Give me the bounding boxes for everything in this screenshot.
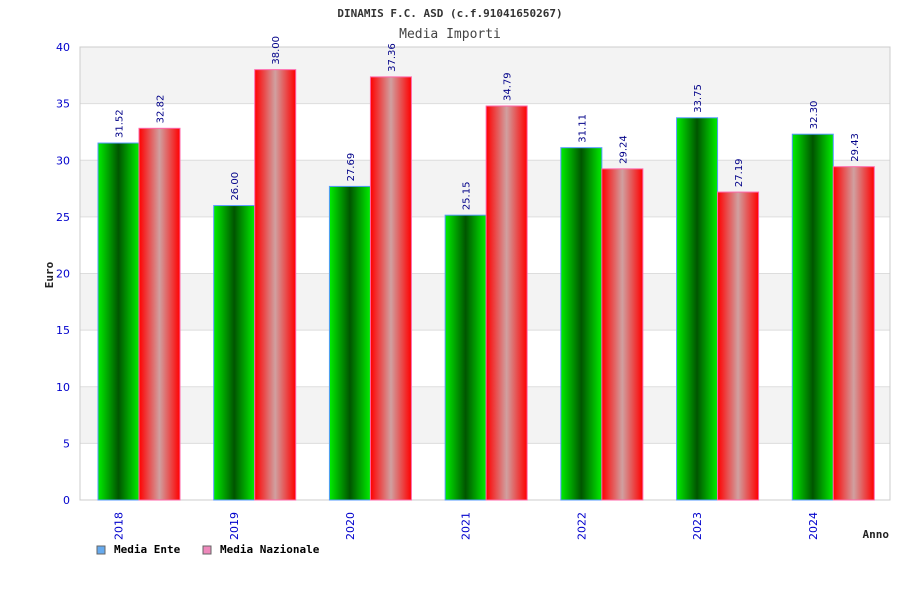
chart-subtitle: Media Importi (399, 27, 501, 42)
bar-media-nazionale-2023 (717, 191, 760, 501)
x-tick-label: 2019 (228, 512, 241, 540)
y-axis-label: Euro (43, 261, 56, 288)
chart-title: DINAMIS F.C. ASD (c.f.91041650267) (337, 7, 562, 20)
grid-band (80, 103, 890, 161)
data-label: 38.00 (271, 36, 282, 65)
bar-media-ente-2024 (791, 133, 834, 501)
bar-media-ente-2019 (213, 205, 256, 501)
bar-media-nazionale-2019 (254, 69, 297, 501)
y-tick-label: 5 (63, 437, 70, 450)
x-tick-label: 2023 (691, 512, 704, 540)
bar-media-nazionale-2020 (369, 76, 412, 501)
legend-swatch-media-ente (96, 545, 106, 555)
x-tick-label: 2020 (344, 512, 357, 540)
data-label: 34.79 (503, 72, 514, 101)
bar-media-ente-2023 (676, 117, 719, 501)
bar-media-nazionale-2024 (832, 166, 875, 501)
y-tick-label: 20 (56, 268, 70, 281)
data-label: 37.36 (387, 43, 398, 72)
bar-media-ente-2018 (97, 142, 140, 501)
x-axis-label: Anno (863, 528, 890, 541)
bar-media-nazionale-2021 (485, 105, 528, 501)
legend-label-media-ente: Media Ente (114, 543, 181, 556)
bar-media-nazionale-2022 (601, 168, 644, 501)
grid-band (80, 47, 890, 104)
data-label: 27.19 (734, 158, 745, 187)
data-label: 33.75 (693, 84, 704, 113)
data-label: 29.24 (618, 135, 629, 164)
y-tick-label: 0 (63, 494, 70, 507)
x-tick-label: 2018 (113, 512, 126, 540)
legend-swatch-media-nazionale (202, 545, 212, 555)
data-label: 27.69 (346, 153, 357, 182)
x-tick-label: 2022 (575, 512, 588, 540)
data-label: 32.82 (156, 95, 167, 124)
bar-media-ente-2020 (328, 185, 371, 501)
y-tick-label: 25 (56, 211, 70, 224)
grid-band (80, 160, 890, 217)
legend-label-media-nazionale: Media Nazionale (220, 543, 320, 556)
y-tick-label: 15 (56, 324, 70, 337)
bar-media-ente-2022 (560, 147, 603, 501)
data-label: 31.52 (115, 109, 126, 138)
data-label: 26.00 (230, 172, 241, 201)
data-label: 25.15 (462, 182, 473, 211)
y-tick-label: 10 (56, 381, 70, 394)
bar-media-ente-2021 (444, 214, 487, 501)
y-tick-label: 40 (56, 41, 70, 54)
x-tick-label: 2024 (807, 512, 820, 540)
data-label: 32.30 (809, 101, 820, 130)
data-label: 29.43 (850, 133, 861, 162)
legend: Media Ente Media Nazionale (96, 543, 320, 556)
data-label: 31.11 (577, 114, 588, 143)
y-tick-label: 30 (56, 154, 70, 167)
x-tick-label: 2021 (460, 512, 473, 540)
bar-media-nazionale-2018 (138, 127, 181, 501)
y-tick-label: 35 (56, 98, 70, 111)
